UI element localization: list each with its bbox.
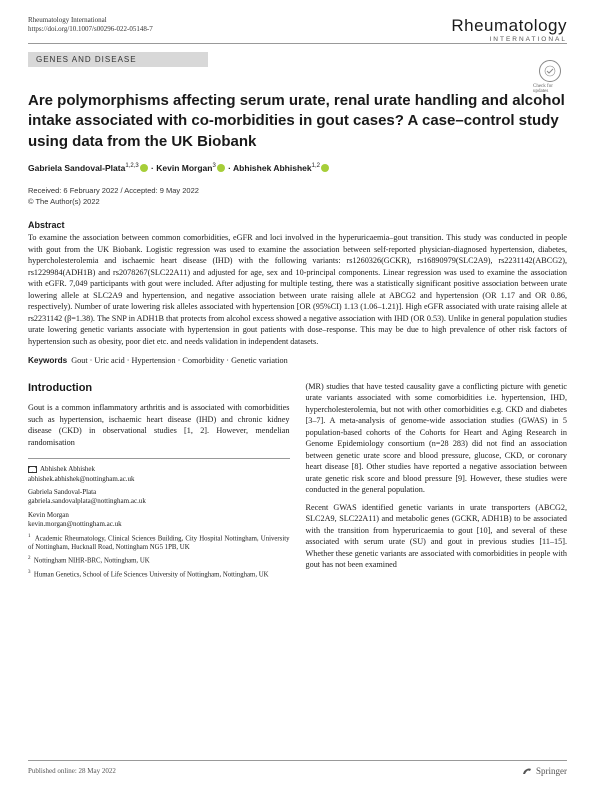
introduction-heading: Introduction	[28, 381, 290, 396]
abstract-heading: Abstract	[28, 220, 567, 230]
intro-para-3: Recent GWAS identified genetic variants …	[306, 502, 568, 571]
article-category-bar: GENES AND DISEASE	[28, 52, 208, 67]
crossmark-icon	[539, 60, 561, 82]
copyright-line: © The Author(s) 2022	[28, 197, 567, 206]
publisher-logo: Springer	[521, 765, 567, 777]
corr-name: Abhishek Abhishek	[40, 465, 95, 473]
keywords-label: Keywords	[28, 356, 67, 365]
corresponding-author-block: Abhishek Abhishek abhishek.abhishek@nott…	[28, 458, 290, 579]
body-columns: Introduction Gout is a common inflammato…	[28, 381, 567, 579]
check-for-updates-badge[interactable]: Check for updates	[533, 60, 567, 94]
affiliation-2: 2 Nottingham NIHR-BRC, Nottingham, UK	[28, 556, 290, 565]
author-3: Abhishek Abhishek	[233, 163, 312, 173]
check-updates-label: Check for updates	[533, 84, 567, 94]
corr-email[interactable]: abhishek.abhishek@nottingham.ac.uk	[28, 475, 290, 484]
publisher-name: Springer	[536, 766, 567, 776]
doi-link[interactable]: https://doi.org/10.1007/s00296-022-05148…	[28, 25, 153, 34]
journal-name-small: Rheumatology International	[28, 16, 153, 25]
author-2: Kevin Morgan	[156, 163, 212, 173]
orcid-icon[interactable]	[321, 164, 329, 172]
affiliation-1: 1 Academic Rheumatology, Clinical Scienc…	[28, 534, 290, 553]
author2-email[interactable]: gabriela.sandovalplata@nottingham.ac.uk	[28, 497, 290, 506]
intro-para-2: (MR) studies that have tested causality …	[306, 381, 568, 496]
published-online: Published online: 28 May 2022	[28, 767, 116, 775]
affiliation-3: 3 Human Genetics, School of Life Science…	[28, 570, 290, 579]
orcid-icon[interactable]	[217, 164, 225, 172]
page-header: Rheumatology International https://doi.o…	[0, 0, 595, 43]
orcid-icon[interactable]	[140, 164, 148, 172]
page-footer: Published online: 28 May 2022 Springer	[28, 760, 567, 777]
authors-line: Gabriela Sandoval-Plata1,2,3 · Kevin Mor…	[28, 162, 567, 175]
abstract-text: To examine the association between commo…	[28, 232, 567, 347]
divider-top	[28, 43, 567, 44]
received-accepted: Received: 6 February 2022 / Accepted: 9 …	[28, 186, 567, 195]
article-title: Are polymorphisms affecting serum urate,…	[28, 91, 567, 152]
abstract-section: Abstract To examine the association betw…	[28, 220, 567, 347]
springer-horse-icon	[521, 765, 533, 777]
journal-brand-name: Rheumatology	[451, 16, 567, 36]
keywords-text: Gout · Uric acid · Hypertension · Comorb…	[71, 356, 287, 365]
journal-brand: Rheumatology INTERNATIONAL	[451, 16, 567, 43]
column-right: (MR) studies that have tested causality …	[306, 381, 568, 579]
journal-brand-sub: INTERNATIONAL	[451, 36, 567, 43]
journal-meta: Rheumatology International https://doi.o…	[28, 16, 153, 34]
keywords-line: Keywords Gout · Uric acid · Hypertension…	[28, 355, 567, 366]
author3-name: Kevin Morgan	[28, 511, 290, 520]
author3-email[interactable]: kevin.morgan@nottingham.ac.uk	[28, 520, 290, 529]
envelope-icon	[28, 466, 37, 473]
column-left: Introduction Gout is a common inflammato…	[28, 381, 290, 579]
author-1: Gabriela Sandoval-Plata	[28, 163, 125, 173]
author2-name: Gabriela Sandoval-Plata	[28, 488, 290, 497]
intro-para-1: Gout is a common inflammatory arthritis …	[28, 402, 290, 448]
